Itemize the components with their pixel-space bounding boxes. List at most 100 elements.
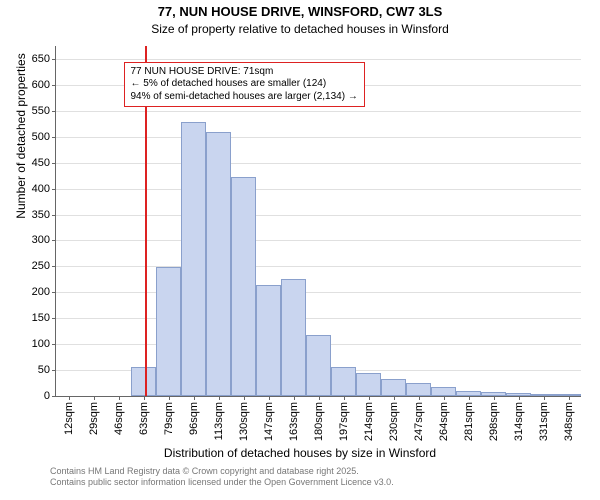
x-tick-mark	[519, 396, 520, 400]
y-tick-label: 400	[32, 183, 50, 195]
x-tick-label: 264sqm	[438, 402, 450, 441]
x-tick-mark	[144, 396, 145, 400]
credit-text: Contains HM Land Registry data © Crown c…	[50, 466, 394, 488]
histogram-bar	[206, 132, 231, 396]
y-tick-label: 350	[32, 209, 50, 221]
y-tick-label: 200	[32, 286, 50, 298]
x-tick-label: 214sqm	[363, 402, 375, 441]
x-tick-mark	[469, 396, 470, 400]
x-tick-label: 130sqm	[238, 402, 250, 441]
credit-line-2: Contains public sector information licen…	[50, 477, 394, 488]
x-tick-mark	[419, 396, 420, 400]
y-tick-label: 450	[32, 157, 50, 169]
y-tick-mark	[52, 215, 56, 216]
y-tick-mark	[52, 189, 56, 190]
histogram-bar	[181, 122, 206, 396]
x-tick-label: 247sqm	[413, 402, 425, 441]
histogram-bar	[156, 267, 181, 396]
y-tick-label: 600	[32, 79, 50, 91]
x-tick-mark	[494, 396, 495, 400]
annotation-line: ← 5% of detached houses are smaller (124…	[131, 78, 358, 91]
y-tick-mark	[52, 163, 56, 164]
y-tick-mark	[52, 292, 56, 293]
y-tick-mark	[52, 266, 56, 267]
x-tick-label: 163sqm	[288, 402, 300, 441]
x-tick-mark	[369, 396, 370, 400]
x-tick-label: 46sqm	[113, 402, 125, 435]
chart-title-line1: 77, NUN HOUSE DRIVE, WINSFORD, CW7 3LS	[0, 4, 600, 19]
gridline	[56, 189, 581, 190]
histogram-bar	[331, 367, 356, 396]
y-tick-label: 300	[32, 234, 50, 246]
x-tick-mark	[169, 396, 170, 400]
histogram-bar	[431, 387, 456, 396]
x-tick-label: 230sqm	[388, 402, 400, 441]
y-tick-mark	[52, 59, 56, 60]
x-tick-mark	[294, 396, 295, 400]
x-tick-mark	[194, 396, 195, 400]
y-tick-mark	[52, 318, 56, 319]
histogram-bar	[406, 383, 431, 396]
x-tick-label: 29sqm	[88, 402, 100, 435]
x-tick-label: 281sqm	[463, 402, 475, 441]
gridline	[56, 137, 581, 138]
x-tick-mark	[219, 396, 220, 400]
x-tick-mark	[119, 396, 120, 400]
y-tick-mark	[52, 240, 56, 241]
x-tick-mark	[344, 396, 345, 400]
histogram-bar	[306, 335, 331, 396]
annotation-box: 77 NUN HOUSE DRIVE: 71sqm← 5% of detache…	[124, 62, 365, 108]
gridline	[56, 163, 581, 164]
x-tick-label: 197sqm	[338, 402, 350, 441]
y-tick-label: 550	[32, 105, 50, 117]
gridline	[56, 215, 581, 216]
x-tick-label: 298sqm	[488, 402, 500, 441]
y-tick-mark	[52, 370, 56, 371]
x-tick-label: 79sqm	[163, 402, 175, 435]
x-tick-mark	[244, 396, 245, 400]
histogram-bar	[256, 285, 281, 396]
x-tick-mark	[94, 396, 95, 400]
gridline	[56, 318, 581, 319]
y-tick-label: 150	[32, 312, 50, 324]
x-tick-label: 113sqm	[213, 402, 225, 440]
x-tick-label: 96sqm	[188, 402, 200, 435]
annotation-line: 94% of semi-detached houses are larger (…	[131, 91, 358, 104]
x-tick-mark	[569, 396, 570, 400]
gridline	[56, 240, 581, 241]
x-tick-label: 348sqm	[563, 402, 575, 441]
histogram-bar	[356, 373, 381, 396]
x-tick-mark	[69, 396, 70, 400]
y-tick-label: 0	[44, 390, 50, 402]
histogram-bar	[281, 279, 306, 396]
y-tick-mark	[52, 344, 56, 345]
y-axis-label: Number of detached properties	[14, 0, 28, 311]
x-tick-mark	[319, 396, 320, 400]
histogram-plot: 0501001502002503003504004505005506006501…	[55, 46, 581, 397]
gridline	[56, 292, 581, 293]
y-tick-mark	[52, 111, 56, 112]
y-tick-label: 100	[32, 338, 50, 350]
x-tick-mark	[444, 396, 445, 400]
x-axis-label: Distribution of detached houses by size …	[0, 446, 600, 460]
x-tick-mark	[394, 396, 395, 400]
x-tick-label: 63sqm	[138, 402, 150, 435]
x-tick-label: 147sqm	[263, 402, 275, 441]
x-tick-label: 12sqm	[63, 402, 75, 435]
x-tick-mark	[269, 396, 270, 400]
y-tick-mark	[52, 396, 56, 397]
y-tick-mark	[52, 137, 56, 138]
gridline	[56, 59, 581, 60]
x-tick-label: 331sqm	[538, 402, 550, 441]
x-tick-label: 180sqm	[313, 402, 325, 441]
annotation-line: 77 NUN HOUSE DRIVE: 71sqm	[131, 66, 358, 79]
y-tick-label: 500	[32, 131, 50, 143]
y-tick-label: 650	[32, 53, 50, 65]
chart-title-line2: Size of property relative to detached ho…	[0, 22, 600, 36]
x-tick-label: 314sqm	[513, 402, 525, 441]
y-tick-label: 250	[32, 260, 50, 272]
histogram-bar	[381, 379, 406, 396]
y-tick-mark	[52, 85, 56, 86]
gridline	[56, 111, 581, 112]
credit-line-1: Contains HM Land Registry data © Crown c…	[50, 466, 394, 477]
